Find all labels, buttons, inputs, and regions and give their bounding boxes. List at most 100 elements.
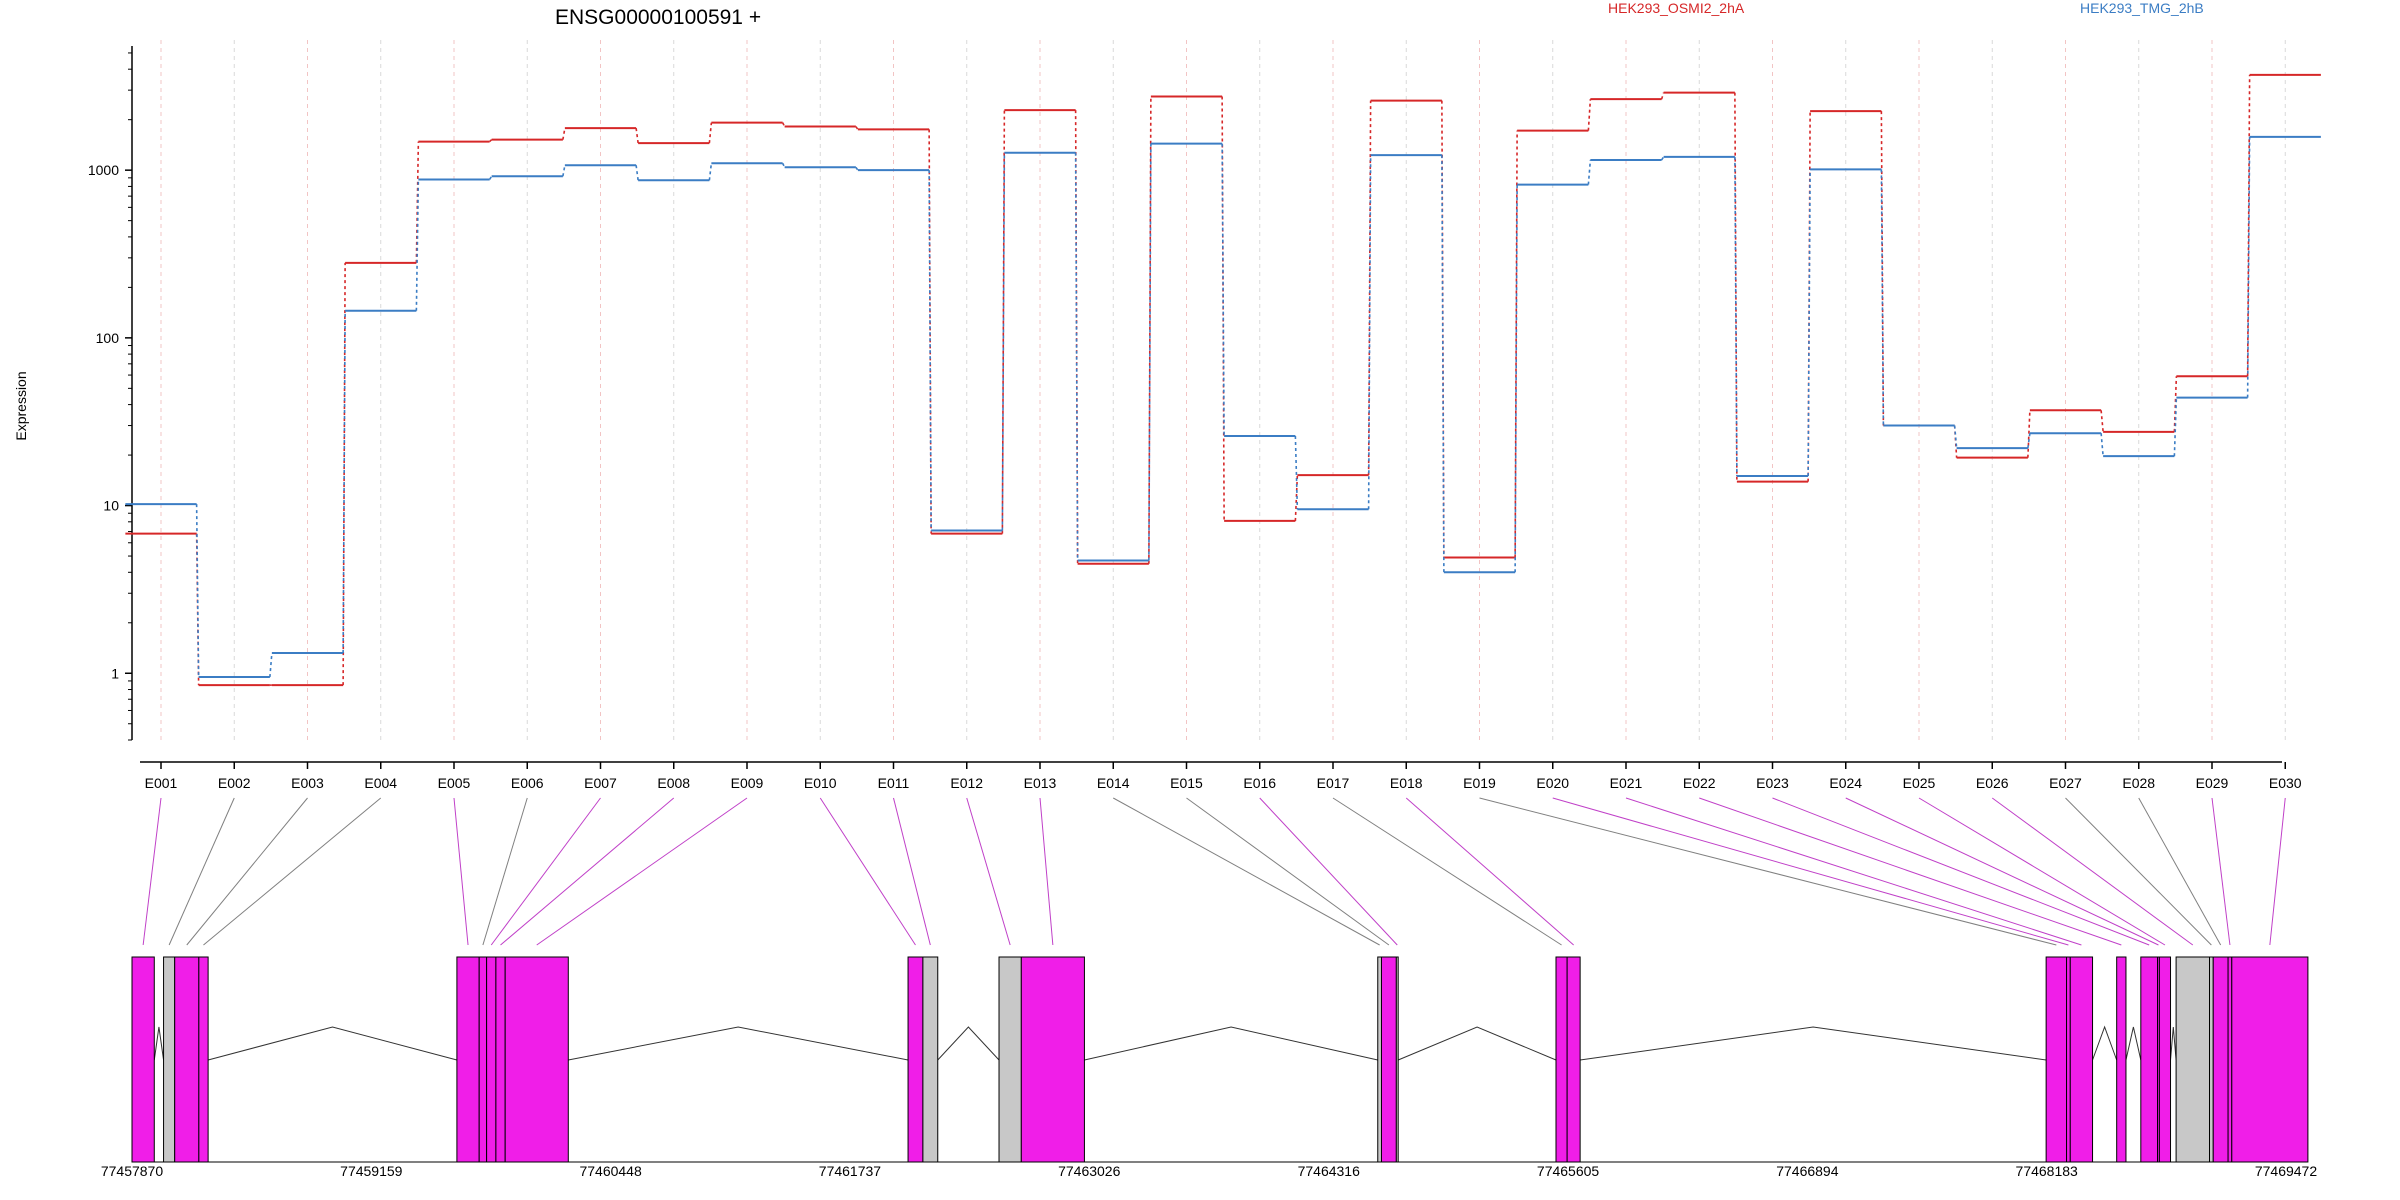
intron-line <box>2125 1026 2142 1061</box>
x-tick-label: E009 <box>731 775 764 791</box>
exon-connector <box>1332 797 1562 946</box>
exon-connector <box>168 797 235 946</box>
series-connector-2 <box>1660 156 1665 161</box>
x-tick-label: E005 <box>438 775 471 791</box>
series-connector-2 <box>1441 155 1445 573</box>
exon-connector <box>482 797 528 946</box>
exon-box <box>2116 956 2127 1163</box>
series-connector-2 <box>415 179 420 311</box>
exon-box <box>2209 956 2214 1163</box>
y-tick-label: 100 <box>96 330 120 346</box>
intron-line <box>568 1026 909 1061</box>
genome-tick-label: 77464316 <box>1298 1163 1361 1179</box>
intron-line <box>937 1026 1000 1061</box>
exon-box <box>922 956 939 1163</box>
series-connector-1 <box>708 122 713 144</box>
series-connector-1 <box>635 128 639 144</box>
x-tick-label: E029 <box>2196 775 2229 791</box>
series-connector-2 <box>342 310 346 654</box>
series-connector-1 <box>2100 410 2104 432</box>
x-tick-label: E013 <box>1024 775 1057 791</box>
x-tick-label: E027 <box>2049 775 2082 791</box>
exon-connector <box>1039 797 1054 946</box>
series-connector-2 <box>1074 152 1079 561</box>
exon-box <box>2158 956 2172 1163</box>
series-connector-2 <box>2173 397 2178 457</box>
x-tick-label: E015 <box>1170 775 1203 791</box>
exon-box <box>2231 956 2309 1163</box>
exon-box <box>2227 956 2233 1163</box>
series-connector-2 <box>781 162 786 168</box>
exon-box <box>1555 956 1568 1163</box>
exon-box <box>907 956 924 1163</box>
genome-tick-label: 77461737 <box>819 1163 882 1179</box>
exon-box <box>2175 956 2211 1163</box>
y-axis-label: Expression <box>13 371 29 440</box>
series-connector-1 <box>489 139 493 143</box>
x-tick-label: E017 <box>1317 775 1350 791</box>
x-tick-label: E001 <box>145 775 178 791</box>
exon-connector <box>536 797 748 946</box>
series-connector-1 <box>1221 96 1225 521</box>
exon-connector <box>966 797 1011 946</box>
x-tick-label: E012 <box>950 775 983 791</box>
series-connector-2 <box>635 165 639 181</box>
series-connector-2 <box>2246 136 2251 398</box>
exon-box <box>2212 956 2229 1163</box>
intron-line <box>2092 1025 2118 1061</box>
series-connector-2 <box>1001 152 1006 531</box>
exon-box <box>495 956 506 1163</box>
genome-tick-label: 77463026 <box>1058 1163 1121 1179</box>
intron-line <box>1084 1026 1378 1061</box>
exon-box <box>2045 956 2068 1163</box>
x-tick-label: E011 <box>878 775 910 791</box>
x-tick-label: E019 <box>1463 775 1496 791</box>
series-connector-1 <box>1660 92 1665 100</box>
exon-connector <box>1625 797 2082 946</box>
series-connector-2 <box>1514 184 1518 573</box>
series-connector-2 <box>855 166 859 171</box>
exon-box <box>456 956 480 1163</box>
series-connector-2 <box>269 652 273 678</box>
intron-line <box>207 1026 458 1061</box>
exon-box <box>131 956 155 1163</box>
legend-entry: HEK293_TMG_2hB <box>2080 0 2204 16</box>
x-tick-label: E020 <box>1536 775 1569 791</box>
exon-connector <box>1259 797 1398 946</box>
exon-connector <box>2065 797 2212 946</box>
exon-connector <box>500 797 675 946</box>
series-connector-2 <box>195 504 200 678</box>
exon-connector <box>893 797 931 946</box>
exon-box <box>1566 956 1581 1163</box>
x-tick-label: E026 <box>1976 775 2009 791</box>
series-connector-2 <box>1221 143 1225 436</box>
genome-tick-label: 77460448 <box>579 1163 642 1179</box>
series-connector-1 <box>1294 475 1299 521</box>
genome-tick-label: 77466894 <box>1776 1163 1839 1179</box>
x-tick-label: E021 <box>1610 775 1643 791</box>
y-tick-label: 1 <box>111 665 119 681</box>
x-tick-label: E003 <box>291 775 324 791</box>
x-tick-label: E002 <box>218 775 251 791</box>
exon-box <box>2066 956 2071 1163</box>
exon-connector <box>2269 797 2286 946</box>
x-tick-label: E007 <box>584 775 617 791</box>
y-tick-label: 1000 <box>88 162 119 178</box>
exon-box <box>1380 956 1397 1163</box>
x-tick-label: E016 <box>1243 775 1276 791</box>
exon-connector <box>1918 797 2166 946</box>
series-connector-1 <box>562 128 566 140</box>
exon-box <box>1020 956 1085 1163</box>
x-tick-label: E018 <box>1390 775 1423 791</box>
x-tick-label: E030 <box>2269 775 2302 791</box>
y-tick-label: 10 <box>103 498 119 514</box>
series-connector-2 <box>928 170 932 531</box>
exon-connector <box>1552 797 2069 946</box>
genome-tick-label: 77465605 <box>1537 1163 1600 1179</box>
legend-entry: HEK293_OSMI2_2hA <box>1608 0 1745 16</box>
series-connector-1 <box>781 122 786 127</box>
x-tick-label: E023 <box>1756 775 1789 791</box>
series-connector-2 <box>1587 159 1592 185</box>
series-connector-1 <box>1514 130 1518 558</box>
series-connector-2 <box>708 163 713 181</box>
